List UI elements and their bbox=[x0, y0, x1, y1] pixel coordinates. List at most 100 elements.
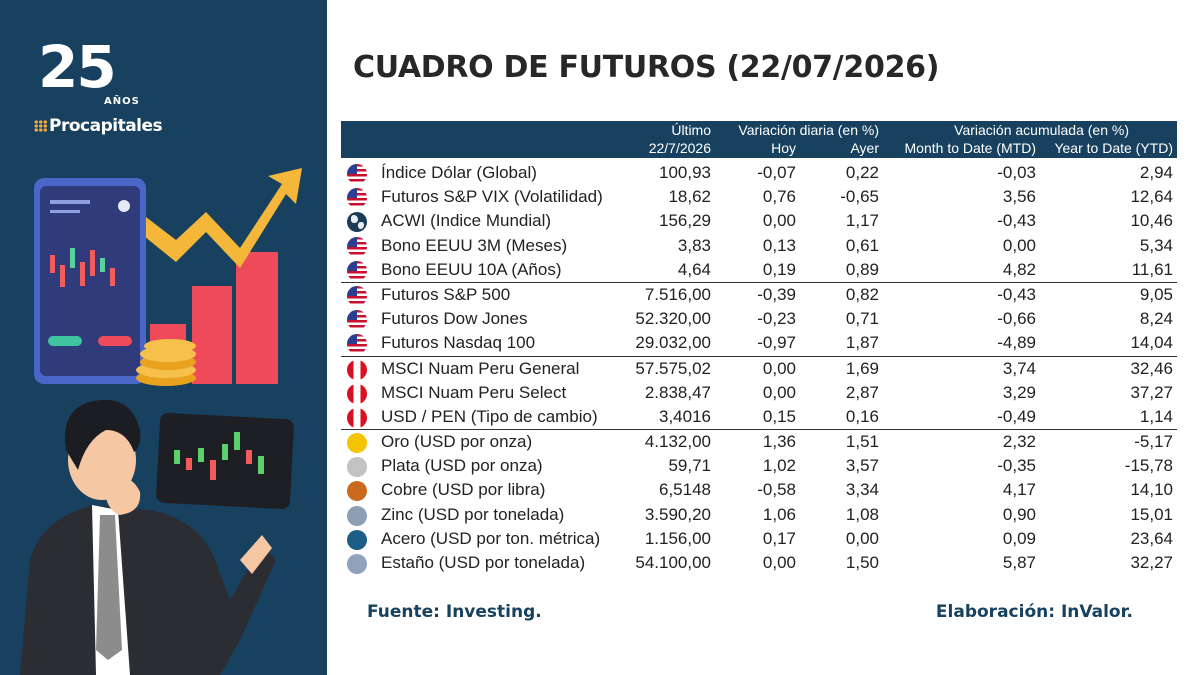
us-flag-icon bbox=[347, 188, 367, 209]
logo-brand-name: Procapitales bbox=[49, 116, 163, 136]
candlestick-icon bbox=[50, 248, 115, 287]
row-ultimo: 57.575,02 bbox=[635, 358, 711, 378]
row-hoy: 1,02 bbox=[762, 456, 796, 476]
table-row: Bono EEUU 3M (Meses) 3,83 0,13 0,61 0,00 5,34 bbox=[341, 234, 1177, 258]
row-hoy: 0,76 bbox=[762, 187, 796, 207]
row-ayer: 1,87 bbox=[845, 333, 879, 353]
page-title: CUADRO DE FUTUROS (22/07/2026) bbox=[353, 50, 940, 85]
logo-anos: AÑOS bbox=[104, 96, 140, 107]
row-hoy: 0,15 bbox=[762, 406, 796, 426]
header-hoy: Hoy bbox=[771, 140, 796, 156]
table-row: Acero (USD por ton. métrica) 1.156,00 0,17… bbox=[341, 527, 1177, 551]
logo-dots-icon bbox=[34, 120, 47, 132]
row-ultimo: 7.516,00 bbox=[644, 284, 711, 304]
table-row: Futuros Dow Jones 52.320,00 -0,23 0,71 -0,66… bbox=[341, 307, 1177, 331]
logo-years: 25 bbox=[38, 33, 117, 101]
row-ytd: 8,24 bbox=[1139, 309, 1173, 329]
row-ultimo: 156,29 bbox=[659, 211, 711, 231]
row-ayer: -0,65 bbox=[840, 187, 879, 207]
left-panel: 25 AÑOS Procapitales bbox=[0, 0, 327, 675]
row-hoy: 1,36 bbox=[762, 432, 796, 452]
row-name: Futuros Dow Jones bbox=[381, 309, 528, 329]
row-ultimo: 4,64 bbox=[677, 259, 711, 279]
row-name: Índice Dólar (Global) bbox=[381, 163, 537, 182]
us-flag-icon bbox=[347, 310, 367, 331]
row-ytd: 12,64 bbox=[1130, 187, 1173, 207]
row-mtd: 5,87 bbox=[1002, 553, 1036, 572]
row-ytd: 32,27 bbox=[1130, 553, 1173, 572]
row-hoy: 0,17 bbox=[762, 528, 796, 548]
row-ytd: -5,17 bbox=[1134, 432, 1173, 452]
table-row: Futuros S&P VIX (Volatilidad) 18,62 0,76 -0… bbox=[341, 185, 1177, 209]
row-name: Bono EEUU 10A (Años) bbox=[381, 259, 562, 279]
row-name: Bono EEUU 3M (Meses) bbox=[381, 235, 568, 255]
row-ultimo: 3,83 bbox=[677, 235, 711, 255]
row-ytd: 11,61 bbox=[1131, 259, 1173, 279]
peru-flag-icon bbox=[347, 407, 367, 428]
row-mtd: 3,56 bbox=[1002, 187, 1036, 207]
commodity-dot-icon bbox=[347, 481, 367, 502]
header-ultimo: Último bbox=[671, 122, 711, 138]
us-flag-icon bbox=[347, 334, 367, 355]
us-flag-icon bbox=[347, 260, 367, 281]
row-ayer: 0,89 bbox=[845, 259, 879, 279]
bar-large-icon bbox=[236, 252, 278, 384]
row-ayer: 0,22 bbox=[845, 163, 879, 182]
table-row: Futuros S&P 500 7.516,00 -0,39 0,82 -0,43 9,0… bbox=[341, 281, 1177, 307]
row-mtd: -0,43 bbox=[997, 211, 1036, 231]
row-hoy: 0,00 bbox=[762, 553, 796, 572]
table-row: Oro (USD por onza) 4.132,00 1,36 1,51 2,32 -5… bbox=[341, 429, 1177, 454]
row-ultimo: 3.590,20 bbox=[644, 504, 711, 524]
table-row: Cobre (USD por libra) 6,5148 -0,58 3,34 4,17… bbox=[341, 478, 1177, 502]
commodity-dot-icon bbox=[347, 433, 367, 454]
row-hoy: -0,07 bbox=[757, 163, 796, 182]
row-hoy: 0,13 bbox=[762, 235, 796, 255]
row-name: MSCI Nuam Peru General bbox=[381, 358, 580, 378]
row-ytd: -15,78 bbox=[1124, 456, 1173, 476]
us-flag-icon bbox=[347, 164, 367, 184]
row-ayer: 1,08 bbox=[845, 504, 879, 524]
row-name: ACWI (Indice Mundial) bbox=[381, 211, 552, 231]
row-name: Zinc (USD por tonelada) bbox=[381, 504, 565, 524]
row-mtd: 0,09 bbox=[1002, 528, 1036, 548]
table-header: Último 22/7/2026 Variación diaria (en %)… bbox=[341, 121, 1177, 158]
table-row: Zinc (USD por tonelada) 3.590,20 1,06 1,08 0… bbox=[341, 503, 1177, 527]
footer-credit: Elaboración: InValor. bbox=[935, 602, 1133, 622]
header-var-acum: Variación acumulada (en %) bbox=[954, 122, 1129, 138]
table-row: ACWI (Indice Mundial) 156,29 0,00 1,17 -0,43… bbox=[341, 209, 1177, 233]
row-name: Futuros S&P VIX (Volatilidad) bbox=[381, 187, 603, 207]
row-ytd: 2,94 bbox=[1139, 163, 1173, 182]
row-ayer: 0,00 bbox=[845, 528, 879, 548]
row-mtd: -4,89 bbox=[997, 333, 1036, 353]
table-row: MSCI Nuam Peru Select 2.838,47 0,00 2,87 3,2… bbox=[341, 381, 1177, 405]
row-mtd: -0,43 bbox=[997, 284, 1036, 304]
row-ytd: 1,14 bbox=[1139, 406, 1173, 426]
commodity-dot-icon bbox=[347, 529, 367, 550]
row-ayer: 0,71 bbox=[845, 309, 879, 329]
peru-flag-icon bbox=[347, 359, 367, 380]
row-ayer: 1,17 bbox=[845, 211, 879, 231]
row-ultimo: 59,71 bbox=[668, 456, 711, 476]
row-ayer: 0,16 bbox=[845, 406, 879, 426]
row-ultimo: 54.100,00 bbox=[635, 553, 711, 572]
row-mtd: -0,66 bbox=[997, 309, 1036, 329]
row-ayer: 1,51 bbox=[845, 432, 879, 452]
row-hoy: -0,97 bbox=[757, 333, 796, 353]
commodity-dot-icon bbox=[347, 554, 367, 574]
header-ayer: Ayer bbox=[850, 140, 879, 156]
header-ytd: Year to Date (YTD) bbox=[1054, 140, 1173, 156]
commodity-dot-icon bbox=[347, 505, 367, 526]
person-icon bbox=[20, 399, 276, 675]
table-row: USD / PEN (Tipo de cambio) 3,4016 0,15 0,16… bbox=[341, 405, 1177, 429]
row-ayer: 3,34 bbox=[845, 480, 879, 500]
row-ytd: 37,27 bbox=[1130, 382, 1173, 402]
row-ytd: 5,34 bbox=[1139, 235, 1173, 255]
bar-medium-icon bbox=[192, 286, 232, 384]
row-mtd: 0,90 bbox=[1002, 504, 1036, 524]
row-name: MSCI Nuam Peru Select bbox=[381, 382, 567, 402]
finance-illustration bbox=[20, 168, 302, 675]
row-ytd: 32,46 bbox=[1130, 358, 1173, 378]
table-row: Plata (USD por onza) 59,71 1,02 3,57 -0,35 -1… bbox=[341, 454, 1177, 478]
row-name: USD / PEN (Tipo de cambio) bbox=[381, 406, 598, 426]
row-hoy: -0,23 bbox=[757, 309, 796, 329]
